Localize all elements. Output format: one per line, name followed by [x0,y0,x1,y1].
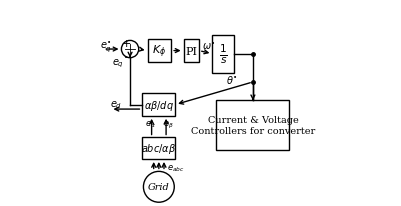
FancyBboxPatch shape [183,40,198,63]
Text: Grid: Grid [148,183,169,191]
Circle shape [143,172,174,202]
FancyBboxPatch shape [142,94,175,116]
Text: $e^{\bullet}_{q}$: $e^{\bullet}_{q}$ [100,39,112,54]
Text: $e_{abc}$: $e_{abc}$ [167,163,184,173]
FancyBboxPatch shape [147,40,171,63]
Text: $\alpha\beta/dq$: $\alpha\beta/dq$ [144,98,173,112]
Text: $\omega^{\bullet}$: $\omega^{\bullet}$ [201,40,215,52]
Text: −: − [124,53,134,63]
Text: $e_{q}$: $e_{q}$ [112,57,124,69]
Circle shape [121,41,138,58]
FancyBboxPatch shape [212,35,233,73]
Text: $\frac{1}{s}$: $\frac{1}{s}$ [218,43,227,66]
FancyBboxPatch shape [142,138,175,159]
Text: $K_{\phi}$: $K_{\phi}$ [152,43,166,60]
Text: $e_{d}$: $e_{d}$ [110,99,122,111]
Text: +: + [122,39,131,49]
Text: PI: PI [185,46,197,56]
Text: Current & Voltage
Controllers for converter: Current & Voltage Controllers for conver… [190,116,314,135]
Text: $e_{\beta}$: $e_{\beta}$ [163,119,174,130]
Text: $\theta^{\bullet}$: $\theta^{\bullet}$ [225,74,237,85]
Text: $e_{\alpha}$: $e_{\alpha}$ [145,119,156,130]
Text: $abc/\alpha\beta$: $abc/\alpha\beta$ [141,142,176,156]
FancyBboxPatch shape [216,101,289,150]
